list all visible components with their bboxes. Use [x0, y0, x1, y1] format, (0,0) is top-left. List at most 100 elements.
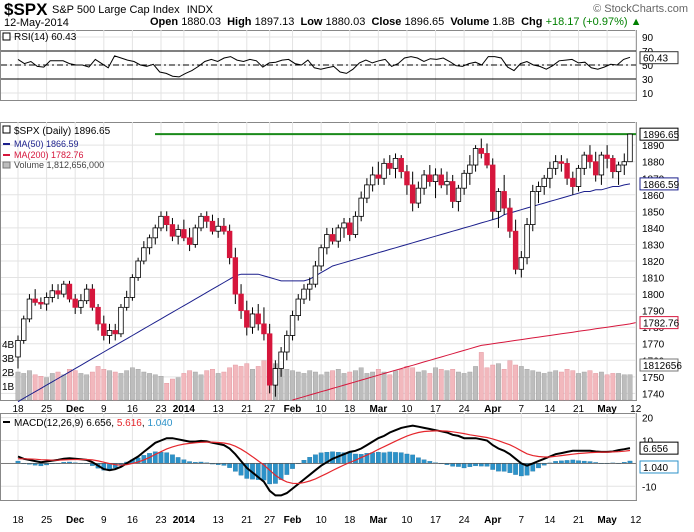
macd-tick-label: 20: [642, 414, 654, 425]
rsi-line: [17, 55, 631, 78]
volume-bar: [135, 369, 141, 401]
candle-up: [284, 335, 290, 353]
volume-bar: [67, 369, 72, 401]
macd-x-tick-label: 10: [401, 515, 413, 526]
price-x-tick-label: 21: [573, 404, 585, 415]
volume-bar: [307, 370, 313, 401]
price-tick-label: 1750: [642, 373, 665, 384]
volume-bar: [49, 373, 55, 401]
macd-histogram-bar: [564, 460, 570, 464]
brand-label: © StockCharts.com: [593, 3, 688, 15]
macd-histogram-bar: [181, 459, 187, 464]
candle-up: [307, 283, 313, 290]
macd-histogram-bar: [484, 463, 490, 467]
candle-up: [364, 184, 370, 199]
macd-x-tick-label: 16: [127, 515, 139, 526]
macd-x-tick-label: Apr: [484, 515, 501, 526]
price-x-tick-label: 21: [241, 404, 253, 415]
candle-up: [535, 186, 542, 192]
volume-bar: [152, 374, 158, 401]
candle-up: [123, 297, 130, 308]
candle-up: [461, 172, 467, 189]
candle-down: [347, 222, 353, 235]
candle-up: [530, 191, 536, 225]
candle-down: [507, 207, 513, 232]
volume-bar: [95, 366, 101, 401]
volume-bar: [15, 371, 21, 401]
candle-down: [101, 323, 107, 336]
candle-down: [610, 158, 616, 173]
macd-histogram-bar: [238, 463, 244, 476]
macd-x-tick-label: 25: [41, 515, 53, 526]
volume-bar: [570, 370, 576, 401]
volume-bar: [227, 367, 233, 401]
high-value: 1897.13: [254, 16, 295, 28]
volume-bar: [410, 367, 416, 401]
macd-legend-part: ,: [111, 418, 117, 429]
volume-bar: [72, 370, 78, 401]
candle-up: [598, 154, 605, 176]
volume-bar: [610, 373, 616, 401]
volume-bar: [318, 374, 324, 401]
low-value: 1880.03: [325, 16, 366, 28]
macd-histogram-bar: [570, 459, 576, 464]
volume-tick-label: 2B: [2, 368, 15, 379]
candle-down: [604, 154, 610, 159]
macd-legend-part: ,: [142, 418, 148, 429]
macd-x-tick-label: 24: [459, 515, 471, 526]
macd-current-value-box: [639, 441, 679, 455]
price-current-value-box: [639, 127, 679, 141]
histogram-current-value-box: [639, 460, 679, 474]
candle-down: [209, 220, 216, 232]
candle-up: [272, 368, 279, 386]
volume-bar: [204, 370, 210, 401]
macd-x-tick-label: 10: [316, 515, 328, 526]
change-label: Chg: [521, 16, 543, 28]
volume-tick-label: 3B: [2, 354, 15, 365]
volume-bar: [456, 371, 461, 401]
volume-legend-label: Volume 1,812,656,000: [14, 160, 104, 170]
volume-current-value: 1812656: [643, 361, 682, 372]
volume-bar: [187, 370, 192, 401]
volume-bar: [433, 367, 438, 401]
price-tick-label: 1830: [642, 240, 665, 251]
candle-down: [490, 164, 496, 212]
candle-up: [146, 237, 153, 249]
volume-bar: [221, 371, 227, 401]
macd-x-tick-label: Feb: [284, 515, 302, 526]
price-x-tick-label: 14: [544, 404, 556, 415]
volume-bar: [398, 369, 404, 401]
volume-bar: [438, 369, 444, 401]
volume-bar: [530, 370, 536, 401]
candle-down: [587, 154, 593, 163]
volume-bar: [621, 374, 627, 401]
macd-histogram-bar: [175, 457, 181, 464]
volume-bar: [164, 383, 170, 401]
macd-legend-part: 1.040: [147, 418, 172, 429]
close-label: Close: [371, 16, 402, 28]
volume-bar: [324, 371, 330, 401]
volume-bar: [467, 371, 473, 401]
volume-bar: [564, 369, 570, 401]
candle-up: [301, 288, 307, 300]
price-x-tick-label: 17: [430, 404, 442, 415]
macd-histogram-bar: [370, 452, 375, 464]
volume-value: 1.8B: [492, 16, 515, 28]
macd-histogram-bar: [353, 453, 358, 464]
macd-x-tick-label: 23: [155, 515, 167, 526]
price-x-tick-label: 27: [264, 404, 276, 415]
ma50-current-value-box: [639, 177, 679, 191]
volume-bar: [330, 370, 335, 401]
candle-up: [83, 288, 90, 302]
price-tick-label: 1890: [642, 141, 665, 152]
volume-bar: [124, 370, 130, 401]
candle-down: [592, 161, 599, 176]
candle-down: [501, 191, 507, 209]
volume-bar: [496, 363, 501, 401]
volume-bar: [490, 364, 496, 401]
volume-bar: [107, 370, 112, 401]
candle-down: [164, 215, 170, 225]
macd-histogram-bar: [456, 463, 461, 467]
ma200-legend-label: MA(200) 1782.76: [14, 150, 84, 160]
candle-up: [381, 162, 387, 179]
